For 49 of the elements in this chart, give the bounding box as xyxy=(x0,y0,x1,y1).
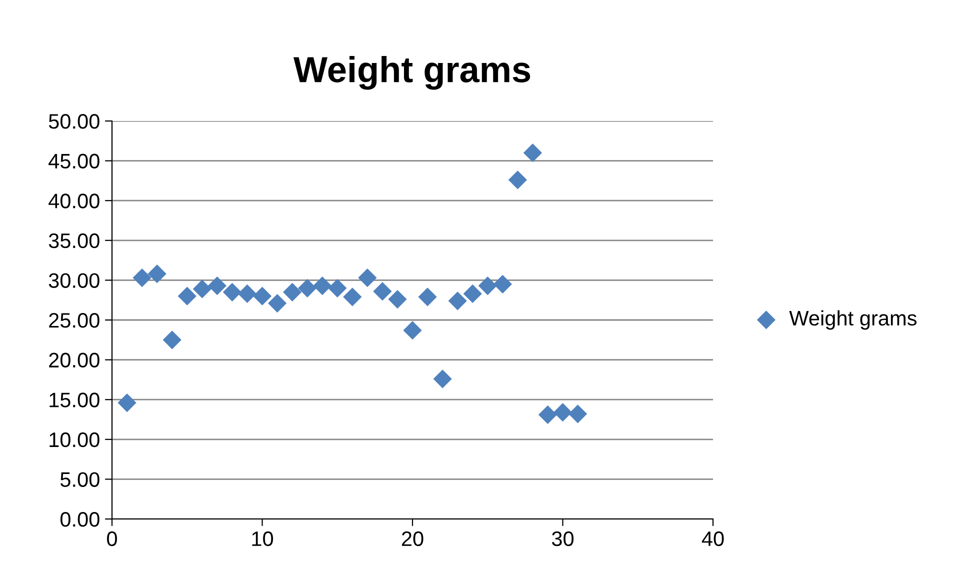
y-tick-label: 30.00 xyxy=(48,273,100,288)
point xyxy=(568,404,588,424)
y-tick-label: 20.00 xyxy=(49,352,100,368)
chart-title: Weight grams xyxy=(293,56,530,90)
point xyxy=(162,330,182,350)
point xyxy=(208,276,226,296)
point xyxy=(148,264,166,284)
point xyxy=(478,276,497,296)
y-tick-label: 35.00 xyxy=(48,233,100,248)
y-tick-label: 15.00 xyxy=(50,392,100,408)
point xyxy=(222,282,242,302)
point xyxy=(192,280,212,298)
point xyxy=(282,282,302,302)
point xyxy=(433,370,452,388)
point xyxy=(493,274,512,294)
point xyxy=(508,170,527,190)
y-tick-label: 10.00 xyxy=(50,432,100,448)
point xyxy=(178,286,196,306)
point xyxy=(418,288,437,306)
y-tick-label: 25.00 xyxy=(49,313,100,328)
point xyxy=(538,405,558,424)
point xyxy=(313,276,332,296)
point xyxy=(238,284,257,304)
point xyxy=(118,393,136,412)
point xyxy=(448,292,467,310)
x-tick-label: 0 xyxy=(107,531,117,546)
point xyxy=(268,294,287,313)
point xyxy=(343,288,362,306)
y-tick-label: 5.00 xyxy=(60,472,100,487)
x-tick-label: 30 xyxy=(552,531,574,546)
point xyxy=(252,286,272,306)
point xyxy=(358,268,377,288)
y-tick-label: 40.00 xyxy=(48,194,100,208)
x-tick-label: 20 xyxy=(402,531,424,546)
y-tick-label: 0.00 xyxy=(60,512,100,527)
point xyxy=(298,278,317,298)
point xyxy=(132,268,152,288)
legend-label: Weight grams xyxy=(789,310,917,330)
y-tick-label: 45.00 xyxy=(48,154,100,169)
point xyxy=(553,403,572,422)
x-tick-label: 10 xyxy=(252,531,274,546)
point xyxy=(403,321,422,340)
x-tick-label: 40 xyxy=(702,531,724,546)
point xyxy=(388,290,407,309)
point xyxy=(328,278,347,298)
point xyxy=(523,144,542,162)
point xyxy=(463,284,482,304)
y-tick-label: 50.00 xyxy=(48,114,100,129)
point xyxy=(373,282,392,301)
